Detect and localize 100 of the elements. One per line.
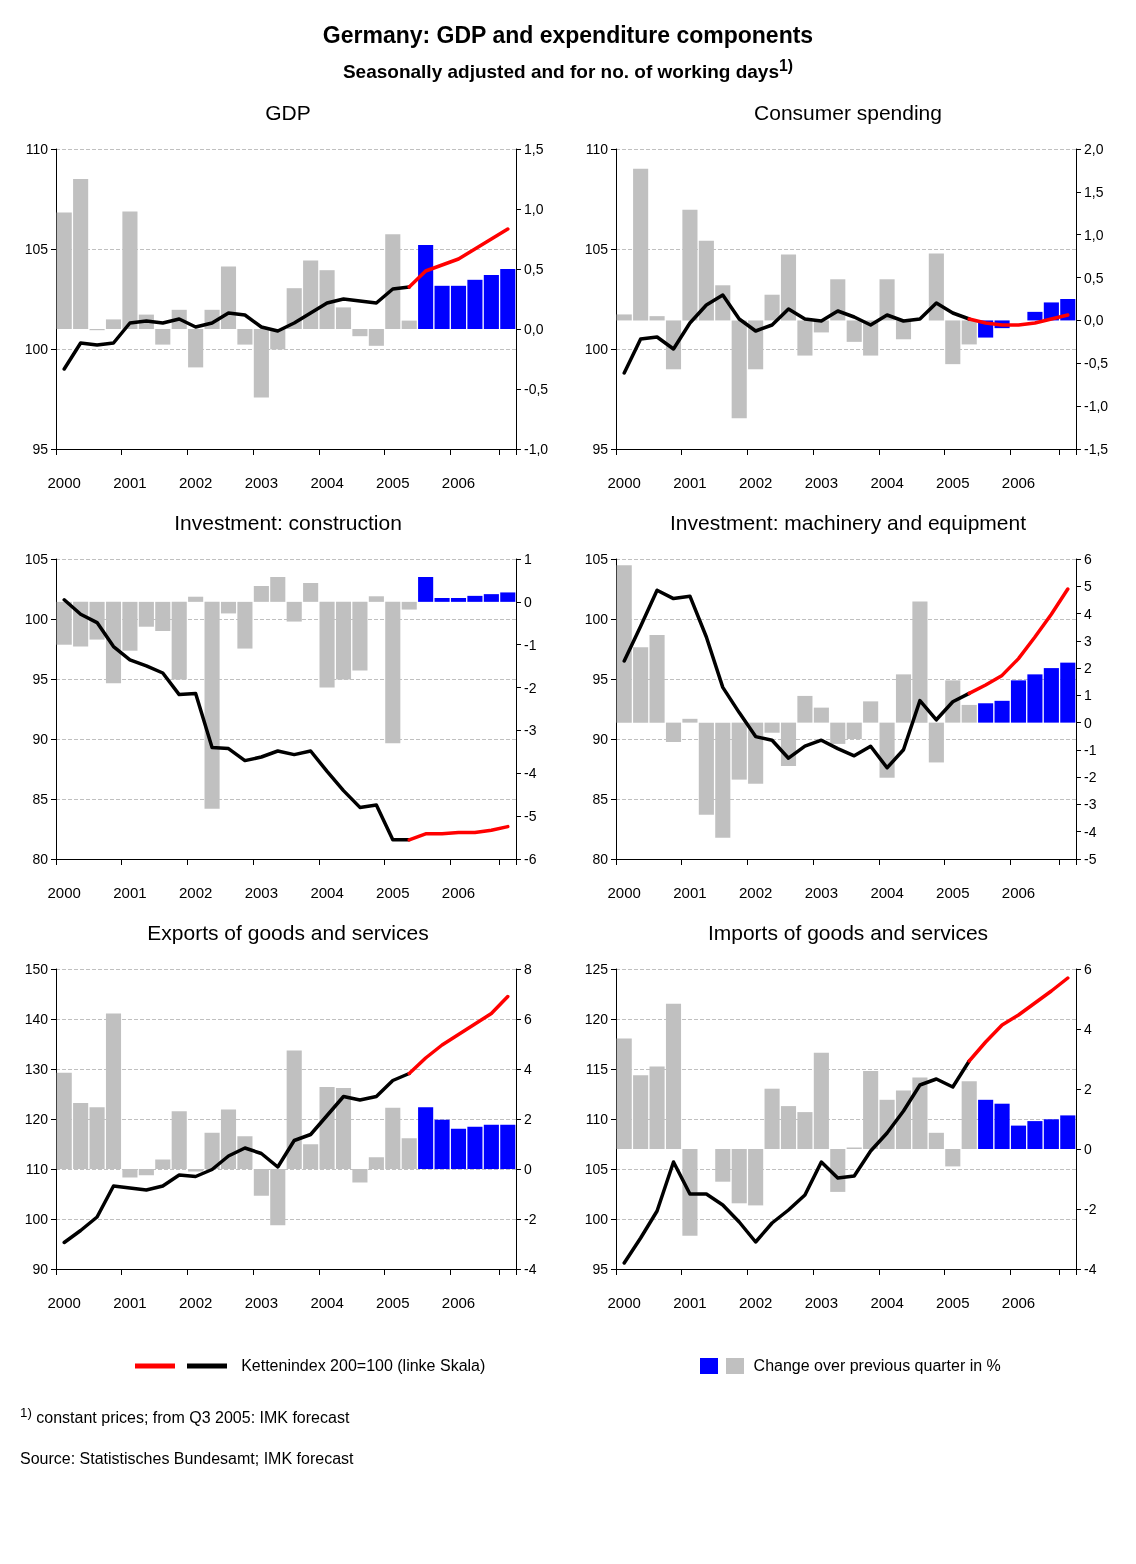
- legend-label: Change over previous quarter in %: [753, 1357, 1001, 1376]
- y2-tick-label: -1: [524, 637, 537, 654]
- y2-tick-label: 1,0: [524, 201, 544, 218]
- y2-tick-label: 6: [1084, 551, 1092, 568]
- x-tick-label: 2005: [936, 1294, 970, 1312]
- bar: [961, 705, 977, 723]
- y2-tick-label: 2: [1084, 1081, 1092, 1098]
- y-tick-label: 80: [32, 851, 49, 868]
- y2-tick-label: 1: [524, 551, 532, 568]
- x-tick-label: 2002: [738, 474, 773, 492]
- line-series: [407, 995, 510, 1076]
- y2-tick-label: -5: [1084, 851, 1097, 868]
- y-tick-label: 110: [25, 141, 49, 158]
- x-tick-label: 2005: [936, 474, 970, 492]
- y-tick-label: 105: [584, 241, 609, 258]
- y-tick-label: 105: [584, 551, 609, 568]
- x-tick-label: 2006: [1001, 884, 1036, 902]
- y2-tick-label: -0,5: [1084, 355, 1109, 372]
- y2-tick-label: -5: [524, 808, 537, 825]
- x-tick-label: 2003: [244, 884, 279, 902]
- x-tick-label: 2003: [244, 1294, 279, 1312]
- line-series: [622, 1059, 971, 1266]
- y2-tick-label: 1,0: [1084, 227, 1104, 244]
- bar: [418, 1107, 434, 1170]
- bar: [401, 602, 417, 610]
- line-series: [622, 293, 971, 376]
- x-tick-label: 2001: [673, 474, 707, 492]
- y2-tick-label: -3: [1084, 796, 1097, 813]
- x-tick-label: 2006: [441, 884, 476, 902]
- x-tick-label: 2000: [607, 884, 641, 902]
- text: Germany: GDP and expenditure components: [321, 22, 815, 49]
- y2-tick-label: 6: [1084, 961, 1092, 978]
- line-series: [967, 587, 1070, 696]
- y2-tick-label: 5: [1084, 578, 1092, 595]
- y-tick-label: 85: [592, 791, 609, 808]
- y2-tick-label: -2: [1084, 769, 1097, 786]
- y2-tick-label: -4: [1084, 824, 1097, 841]
- y2-tick-label: 4: [1084, 1021, 1092, 1038]
- y2-tick-label: 2: [1084, 660, 1092, 677]
- x-tick-label: 2004: [870, 1294, 904, 1312]
- y-tick-label: 110: [25, 1161, 49, 1178]
- bar: [649, 316, 665, 321]
- y-tick-label: 95: [592, 1261, 609, 1278]
- y-tick-label: 150: [24, 961, 49, 978]
- line-series: [967, 976, 1070, 1064]
- x-tick-label: 2001: [113, 474, 147, 492]
- chart-title: Investment: construction: [174, 511, 402, 535]
- x-tick-label: 2003: [804, 474, 839, 492]
- y2-tick-label: 0: [1084, 714, 1092, 731]
- y2-tick-label: 4: [524, 1061, 532, 1078]
- x-tick-label: 2001: [113, 884, 147, 902]
- bar: [401, 320, 417, 330]
- y2-tick-label: -4: [524, 765, 537, 782]
- x-tick-label: 2005: [376, 1294, 410, 1312]
- line-series: [407, 825, 510, 842]
- y-tick-label: 105: [24, 241, 49, 258]
- x-tick-label: 2000: [47, 1294, 81, 1312]
- bar: [813, 707, 829, 723]
- bar: [863, 701, 879, 723]
- y2-tick-label: 3: [1084, 633, 1092, 650]
- y-tick-label: 100: [24, 611, 49, 628]
- x-tick-label: 2002: [738, 884, 773, 902]
- line-series: [622, 588, 971, 770]
- legend-label: Kettenindex 200=100 (linke Skala): [241, 1357, 486, 1376]
- bar: [368, 329, 384, 347]
- x-tick-label: 2005: [936, 884, 970, 902]
- y-tick-label: 105: [24, 551, 49, 568]
- y2-tick-label: -0,5: [524, 381, 549, 398]
- bar: [368, 596, 384, 603]
- y2-tick-label: 8: [524, 961, 532, 978]
- y2-tick-label: 2,0: [1084, 141, 1104, 158]
- y-tick-label: 90: [32, 731, 49, 748]
- x-tick-label: 2006: [441, 474, 476, 492]
- x-tick-label: 2000: [47, 884, 81, 902]
- bar: [1027, 312, 1043, 321]
- line-series: [967, 313, 1070, 328]
- y-tick-label: 95: [592, 441, 609, 458]
- x-tick-label: 2002: [178, 884, 213, 902]
- y2-tick-label: -4: [1084, 1261, 1097, 1278]
- y-tick-label: 95: [32, 441, 49, 458]
- bar: [682, 719, 698, 723]
- bar: [879, 279, 895, 321]
- y2-tick-label: -2: [524, 1211, 537, 1228]
- y2-tick-label: 0: [524, 594, 532, 611]
- x-tick-label: 2002: [178, 1294, 213, 1312]
- x-tick-label: 2005: [376, 474, 410, 492]
- line-series: [407, 227, 510, 290]
- y2-tick-label: -1,0: [524, 441, 549, 458]
- x-tick-label: 2003: [804, 884, 839, 902]
- x-tick-label: 2004: [870, 884, 904, 902]
- y2-tick-label: -1,0: [1084, 398, 1109, 415]
- x-tick-label: 2004: [310, 474, 344, 492]
- chart-title: Imports of goods and services: [707, 921, 989, 945]
- y-tick-label: 95: [32, 671, 49, 688]
- x-tick-label: 2004: [310, 1294, 344, 1312]
- y2-tick-label: 1: [1084, 687, 1092, 704]
- text: $^{1)}$ constant prices; from Q3 2005: IMK forecast: [20, 1405, 351, 1428]
- y2-tick-label: 2: [524, 1111, 532, 1128]
- bar: [961, 320, 977, 345]
- source-note: Source: Statistisches Bundesamt; IMK forecast: [20, 1449, 355, 1468]
